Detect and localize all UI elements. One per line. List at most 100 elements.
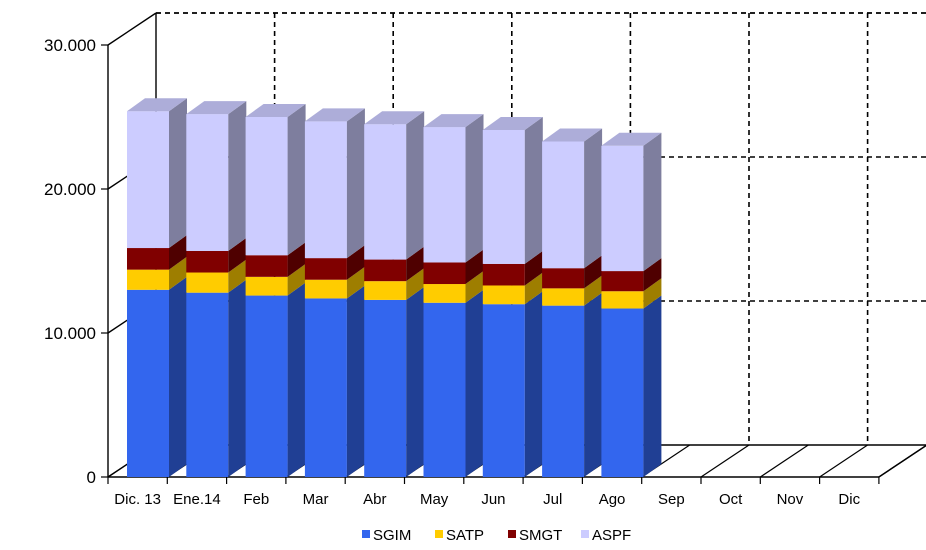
x-tick-label: Feb: [243, 491, 269, 508]
bar-side-face: [228, 237, 247, 273]
bar-top-face: [364, 111, 425, 125]
bar-side-face: [169, 98, 187, 249]
legend-label-satp: SATP: [446, 527, 484, 544]
bar-front-face: [304, 121, 347, 259]
legend-label-sgim: SGIM: [373, 527, 411, 544]
floor-divider: [700, 444, 750, 478]
bar-top-face: [127, 98, 187, 112]
legend-swatch-aspf: [581, 530, 589, 538]
bar-segment-aspf: [601, 132, 662, 272]
bar-side-face: [169, 235, 187, 270]
bar-segment-satp: [364, 268, 425, 300]
y-tick-label: 0: [87, 468, 96, 487]
bar-front-face: [542, 305, 585, 477]
bar-segment-aspf: [127, 98, 187, 249]
x-tick-label: Oct: [719, 491, 743, 508]
bar-side-face: [406, 111, 425, 260]
bar-side-face: [524, 291, 543, 477]
bar-segment-sgim: [423, 289, 484, 477]
bar-front-face: [304, 258, 347, 280]
bar-segment-smgt: [482, 250, 543, 286]
bar-front-face: [304, 298, 347, 477]
bar-segment-sgim: [364, 286, 425, 477]
bar-side-face: [287, 282, 306, 477]
legend: SGIM SATP SMGT ASPF: [362, 527, 631, 544]
bar-front-face: [127, 248, 169, 270]
bar-segment-satp: [601, 278, 662, 309]
bar-side-face: [406, 246, 425, 282]
bar-segment-smgt: [186, 237, 247, 273]
bar-front-face: [186, 250, 229, 273]
y-tick-label: 20.000: [44, 180, 96, 199]
x-tick-label: Ago: [599, 491, 626, 508]
bar-segment-sgim: [304, 285, 365, 477]
bar-front-face: [127, 269, 169, 290]
bar-side-face: [169, 256, 187, 290]
x-tick-label: Dic: [838, 491, 860, 508]
bar-front-face: [245, 276, 288, 296]
bar-side-face: [346, 285, 365, 477]
bar-side-face: [346, 245, 365, 280]
bar-segment-satp: [186, 259, 247, 293]
bar-segment-sgim: [601, 295, 662, 477]
bar-front-face: [186, 114, 229, 251]
bar-side-face: [584, 128, 603, 269]
bar-front-face: [245, 295, 288, 477]
bar-side-face: [643, 295, 662, 477]
bar-side-face: [584, 255, 603, 289]
bar-side-face: [287, 104, 306, 256]
bar-segment-sgim: [186, 279, 247, 477]
bar-front-face: [601, 308, 644, 477]
bar-top-face: [304, 108, 365, 122]
bar-front-face: [482, 263, 525, 286]
bar-front-face: [423, 302, 466, 477]
bar-top-face: [601, 132, 662, 146]
bar-side-face: [465, 289, 484, 477]
x-tick-label: Jul: [543, 491, 562, 508]
bar-front-face: [542, 288, 585, 306]
bar-segment-sgim: [482, 291, 543, 477]
bar-segment-satp: [482, 272, 543, 305]
bar-side-face: [643, 258, 662, 292]
x-axis-labels: Dic. 13 Ene.14 Feb Mar Abr May Jun Jul Ago Sep Oct…: [114, 491, 860, 508]
bar-front-face: [482, 129, 525, 264]
bar-top-face: [423, 114, 484, 128]
bar-segment-aspf: [542, 128, 603, 269]
bar-segment-aspf: [245, 104, 306, 256]
bar-top-face: [186, 101, 247, 115]
bar-segment-sgim: [245, 282, 306, 477]
floor-divider: [759, 444, 809, 478]
bar-side-face: [228, 279, 247, 477]
bar-front-face: [482, 285, 525, 305]
bar-side-face: [643, 278, 662, 309]
bar-side-face: [169, 276, 187, 477]
x-tick-label: Nov: [777, 491, 804, 508]
floor-divider: [819, 444, 868, 478]
bar-front-face: [364, 299, 407, 477]
bar-side-face: [346, 266, 365, 299]
bar-segment-aspf: [364, 111, 425, 260]
bar-segment-satp: [304, 266, 365, 299]
bar-side-face: [524, 250, 543, 286]
bar-side-face: [287, 263, 306, 296]
bar-front-face: [423, 262, 466, 285]
x-tick-label: May: [420, 491, 449, 508]
bar-segment-aspf: [482, 116, 543, 264]
bar-top-face: [245, 104, 306, 117]
bar-side-face: [465, 249, 484, 285]
bar-side-face: [465, 271, 484, 303]
bar-front-face: [601, 291, 644, 309]
y-tick-label: 30.000: [44, 36, 96, 55]
y-tick-label: 10.000: [44, 324, 96, 343]
x-tick-label: Ene.14: [173, 491, 221, 508]
bar-front-face: [364, 124, 407, 260]
bar-segment-smgt: [601, 258, 662, 292]
bar-front-face: [127, 111, 169, 249]
bar-top-face: [542, 128, 603, 142]
bar-front-face: [601, 271, 644, 292]
bar-segment-smgt: [304, 245, 365, 280]
bar-segment-smgt: [127, 235, 187, 270]
bar-segment-aspf: [423, 114, 484, 263]
